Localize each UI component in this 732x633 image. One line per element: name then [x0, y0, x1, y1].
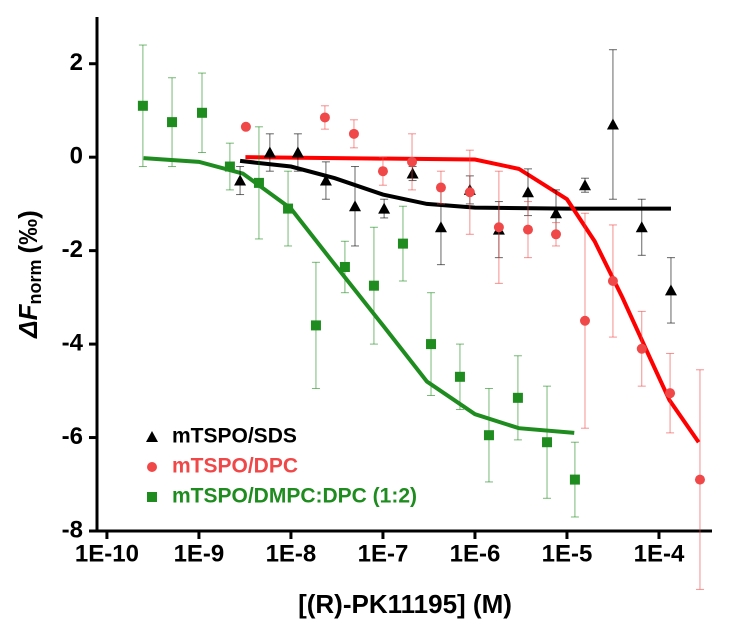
data-point	[319, 112, 330, 123]
data-point	[549, 207, 562, 219]
y-tick-label: 0	[70, 143, 83, 170]
data-point	[464, 187, 475, 198]
data-point	[197, 107, 208, 118]
data-point	[694, 474, 705, 485]
y-tick-label: -2	[62, 236, 83, 263]
data-point	[378, 202, 391, 214]
data-point	[664, 284, 677, 296]
legend-marker	[146, 431, 158, 442]
data-point	[137, 100, 148, 111]
data-point	[167, 117, 178, 128]
y-label-main: ΔF	[13, 303, 43, 338]
data-point	[636, 343, 647, 354]
y-tick-label: -8	[62, 516, 83, 543]
y-tick-label: -6	[62, 423, 83, 450]
legend-label: mTSPO/SDS	[172, 425, 297, 448]
data-point	[522, 224, 533, 235]
data-point	[512, 392, 523, 403]
x-tick-label: 1E-9	[174, 540, 225, 567]
data-point	[234, 174, 247, 186]
data-point	[349, 200, 362, 212]
x-tick-label: 1E-8	[266, 540, 317, 567]
data-point	[240, 121, 251, 132]
data-point	[635, 221, 648, 233]
data-point	[407, 156, 418, 167]
data-point	[578, 179, 591, 191]
x-tick-label: 1E-4	[634, 540, 685, 567]
data-point	[569, 474, 580, 485]
data-point	[483, 430, 494, 441]
data-point	[426, 339, 437, 350]
y-axis-label: ΔFnorm (‰)	[13, 210, 45, 339]
data-point	[521, 186, 534, 198]
data-point	[454, 371, 465, 382]
x-tick-label: 1E-6	[450, 540, 501, 567]
data-point	[368, 280, 379, 291]
data-point	[579, 315, 590, 326]
y-label-unit: (‰)	[13, 210, 43, 253]
data-point	[291, 146, 304, 158]
y-tick-label: -4	[62, 329, 84, 356]
data-point	[406, 167, 419, 179]
legend-marker	[147, 462, 157, 472]
data-point	[606, 118, 619, 130]
data-point	[283, 203, 294, 214]
fit-curve	[239, 158, 671, 211]
legend-marker	[147, 492, 157, 502]
data-point	[665, 388, 676, 399]
data-point	[253, 177, 264, 188]
x-tick-label: 1E-10	[75, 540, 139, 567]
legend-label: mTSPO/DMPC:DPC (1:2)	[172, 485, 417, 508]
y-label-sub: norm	[25, 259, 45, 304]
data-point	[224, 161, 235, 172]
x-axis-label: [(R)-PK11195] (M)	[298, 589, 512, 619]
x-tick-label: 1E-7	[358, 540, 409, 567]
x-tick-label: 1E-5	[542, 540, 593, 567]
data-point	[377, 166, 388, 177]
data-point	[435, 182, 446, 193]
data-point	[263, 146, 276, 158]
data-point	[550, 229, 561, 240]
legend-label: mTSPO/DPC	[172, 455, 298, 478]
data-point	[339, 261, 350, 272]
data-point	[397, 238, 408, 249]
y-tick-label: 2	[70, 49, 83, 76]
data-point	[310, 320, 321, 331]
data-point	[348, 128, 359, 139]
data-point	[542, 437, 553, 448]
fit-curve	[143, 156, 575, 435]
fit-curve	[245, 155, 701, 444]
data-point	[434, 221, 447, 233]
data-point	[319, 174, 332, 186]
data-point	[607, 276, 618, 287]
data-point	[493, 222, 504, 233]
